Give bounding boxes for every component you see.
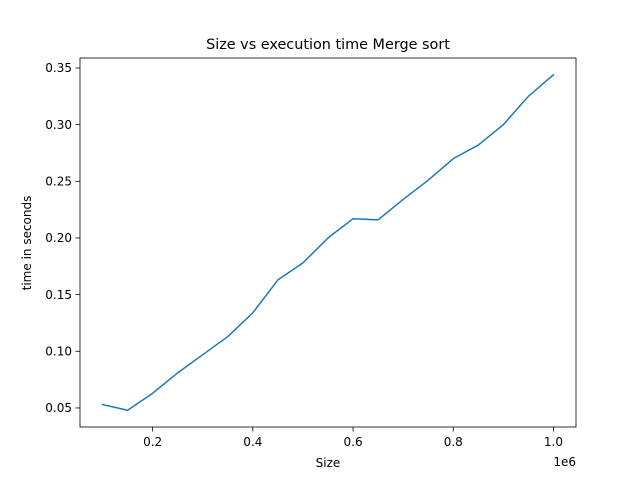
x-axis-offset-label: 1e6 bbox=[553, 455, 576, 469]
chart-title: Size vs execution time Merge sort bbox=[206, 37, 450, 53]
x-axis-ticks: 0.2 0.4 0.6 0.8 1.0 bbox=[143, 427, 563, 449]
y-tick-label: 0.20 bbox=[45, 231, 72, 245]
y-axis-label: time in seconds bbox=[20, 196, 34, 291]
series-line-0 bbox=[101, 73, 555, 411]
x-tick-label: 1.0 bbox=[544, 435, 563, 449]
x-tick-label: 0.8 bbox=[444, 435, 463, 449]
y-tick-label: 0.05 bbox=[45, 401, 72, 415]
x-tick-label: 0.2 bbox=[143, 435, 162, 449]
x-tick-label: 0.4 bbox=[243, 435, 262, 449]
x-tick-label: 0.6 bbox=[344, 435, 363, 449]
y-tick-label: 0.25 bbox=[45, 175, 72, 189]
y-tick-label: 0.15 bbox=[45, 288, 72, 302]
plot-area-frame bbox=[79, 57, 577, 428]
x-axis-label: Size bbox=[316, 456, 341, 470]
series-layer bbox=[101, 73, 555, 411]
y-axis-ticks: 0.05 0.10 0.15 0.20 0.25 0.30 0.35 bbox=[45, 61, 80, 415]
y-tick-label: 0.10 bbox=[45, 344, 72, 358]
y-tick-label: 0.35 bbox=[45, 61, 72, 75]
y-tick-label: 0.30 bbox=[45, 118, 72, 132]
